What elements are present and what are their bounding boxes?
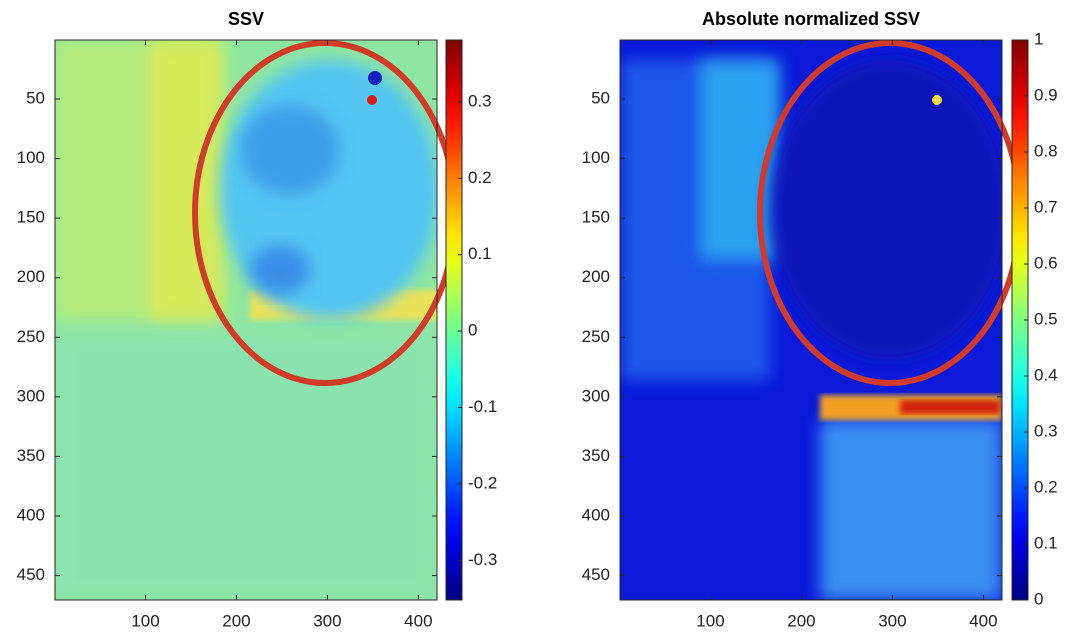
x-tick-label: 100 [696, 611, 724, 630]
y-tick-label: 150 [582, 208, 610, 227]
heatmap-image [55, 40, 437, 600]
y-tick-label: 300 [582, 386, 610, 405]
chart-title: SSV [228, 9, 264, 29]
y-tick-label: 350 [582, 446, 610, 465]
y-tick-label: 400 [17, 505, 45, 524]
colorbar-tick-label: 0.1 [468, 244, 492, 263]
colorbar-tick-label: 0.9 [1034, 85, 1058, 104]
y-tick-label: 250 [17, 327, 45, 346]
heatmap-image [620, 40, 1002, 600]
colorbar-tick-label: 0.6 [1034, 253, 1058, 272]
y-tick-label: 100 [17, 148, 45, 167]
y-tick-label: 450 [582, 565, 610, 584]
colorbar-tick-label: 0.3 [1034, 421, 1058, 440]
colorbar-tick-label: 0.4 [1034, 365, 1058, 384]
x-tick-label: 300 [313, 611, 341, 630]
colorbar-tick-label: 0.3 [468, 91, 492, 110]
y-tick-label: 400 [582, 505, 610, 524]
axes-box [54, 39, 438, 601]
y-tick-label: 250 [582, 327, 610, 346]
colorbar-tick-label: 0.1 [1034, 533, 1058, 552]
chart-title: Absolute normalized SSV [702, 9, 920, 29]
colorbar-tick-label: 0 [1034, 589, 1043, 608]
y-tick-label: 200 [17, 267, 45, 286]
x-tick-label: 300 [878, 611, 906, 630]
y-tick-label: 50 [26, 88, 45, 107]
colorbar-tick-label: 1 [1034, 29, 1043, 48]
x-tick-label: 100 [131, 611, 159, 630]
x-tick-label: 400 [969, 611, 997, 630]
y-tick-label: 450 [17, 565, 45, 584]
x-tick-label: 400 [404, 611, 432, 630]
y-tick-label: 350 [17, 446, 45, 465]
x-tick-label: 200 [787, 611, 815, 630]
x-tick-label: 200 [222, 611, 250, 630]
y-tick-label: 50 [591, 88, 610, 107]
colorbar-tick-label: 0.5 [1034, 309, 1058, 328]
y-tick-label: 150 [17, 208, 45, 227]
colorbar-tick-label: 0.8 [1034, 141, 1058, 160]
colorbar-tick-label: 0 [468, 321, 477, 340]
y-tick-label: 100 [582, 148, 610, 167]
axes-box [619, 39, 1003, 601]
y-tick-label: 300 [17, 386, 45, 405]
colorbar-tick-label: -0.1 [468, 397, 497, 416]
colorbar-tick-label: 0.2 [468, 168, 492, 187]
colorbar-tick-label: -0.2 [468, 473, 497, 492]
colorbar-tick-label: -0.3 [468, 550, 497, 569]
y-tick-label: 200 [582, 267, 610, 286]
colorbar-tick-label: 0.7 [1034, 197, 1058, 216]
colorbar-tick-label: 0.2 [1034, 477, 1058, 496]
colorbar [445, 39, 463, 601]
